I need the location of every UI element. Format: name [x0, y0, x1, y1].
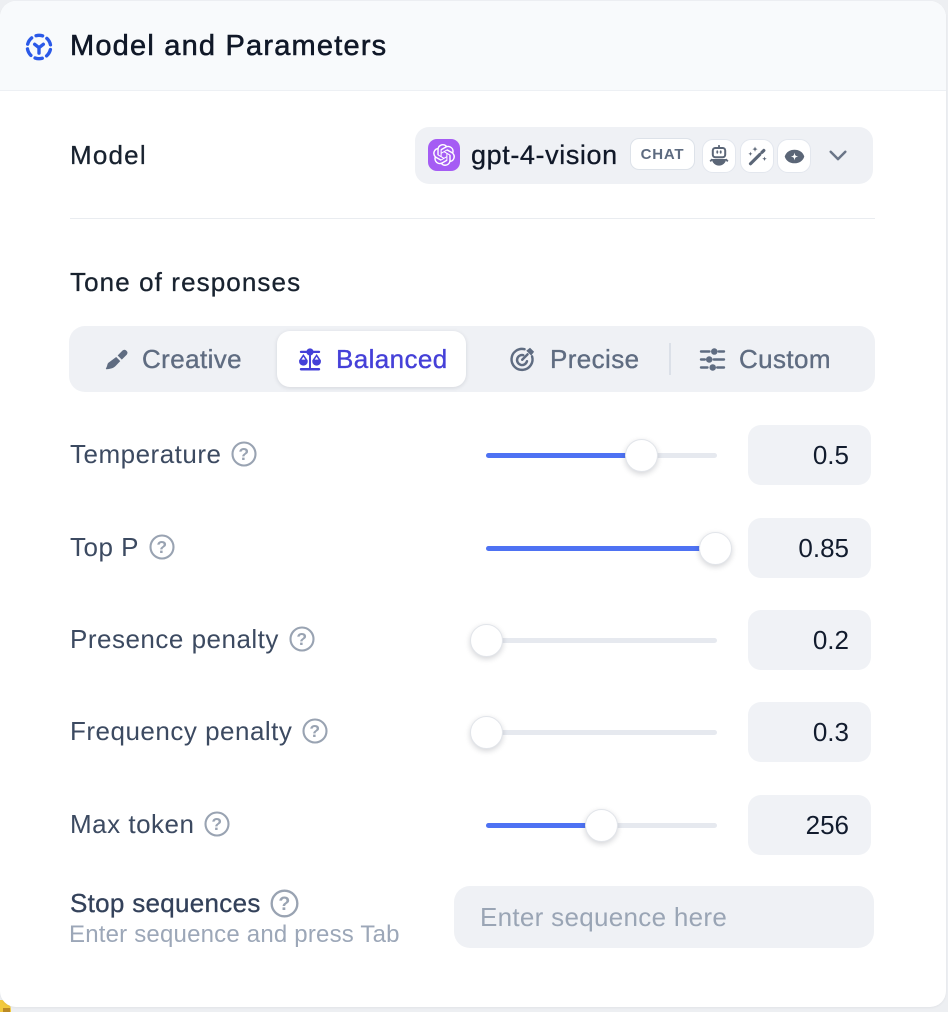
- svg-text:?: ?: [278, 893, 290, 915]
- svg-text:?: ?: [296, 629, 307, 649]
- svg-text:?: ?: [310, 721, 321, 741]
- svg-text:?: ?: [212, 814, 223, 834]
- svg-text:?: ?: [239, 444, 250, 464]
- svg-text:?: ?: [156, 537, 167, 557]
